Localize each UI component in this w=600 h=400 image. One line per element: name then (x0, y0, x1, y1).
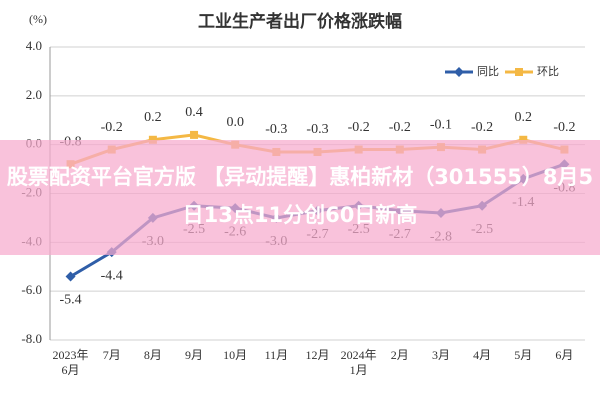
x-tick-label: 10月 (223, 348, 248, 362)
legend-label: 同比 (477, 65, 499, 78)
data-label: 0.2 (144, 110, 162, 125)
x-tick-label: 5月 (514, 348, 533, 362)
legend-label: 环比 (537, 65, 559, 78)
data-label: -5.4 (59, 293, 81, 308)
y-tick-label: 2.0 (26, 87, 42, 102)
x-tick-label: 2023年 6月 (52, 348, 89, 377)
x-tick-label: 8月 (143, 348, 162, 362)
data-label: -0.2 (389, 120, 411, 135)
x-tick-label: 11月 (264, 348, 289, 362)
y-tick-label: -8.0 (21, 331, 42, 346)
data-label: -4.4 (101, 268, 123, 283)
overlay-banner: 股票配资平台官方版 【异动提醒】惠柏新材（301555）8月5日13点11分创6… (0, 140, 600, 255)
x-tick-label: 2月 (390, 348, 409, 362)
y-axis-label: (%) (29, 12, 47, 26)
point-marker (148, 135, 157, 144)
x-tick-label: 6月 (555, 348, 574, 362)
point-marker (190, 130, 199, 139)
legend-marker (454, 67, 464, 77)
data-label: -0.2 (553, 120, 575, 135)
data-label: -0.2 (471, 120, 493, 135)
x-tick-label: 9月 (185, 348, 204, 362)
x-tick-label: 3月 (431, 348, 450, 362)
data-label: 0.4 (185, 105, 203, 120)
data-label: 0.2 (515, 110, 533, 125)
data-label: -0.2 (348, 120, 370, 135)
data-label: -0.1 (430, 117, 452, 132)
y-tick-label: 4.0 (26, 38, 42, 53)
legend-marker (515, 68, 523, 76)
data-label: 0.0 (226, 115, 244, 130)
point-marker (519, 135, 528, 144)
chart-title: 工业生产者出厂价格涨跌幅 (198, 11, 402, 32)
x-tick-label: 4月 (473, 348, 492, 362)
x-tick-label: 2024年 1月 (340, 348, 377, 377)
point-marker (65, 271, 76, 282)
data-label: -0.3 (306, 122, 328, 137)
x-tick-label: 7月 (102, 348, 121, 362)
data-label: -0.3 (265, 122, 287, 137)
x-tick-label: 12月 (305, 348, 330, 362)
y-tick-label: -6.0 (21, 282, 42, 297)
data-label: -0.2 (101, 120, 123, 135)
